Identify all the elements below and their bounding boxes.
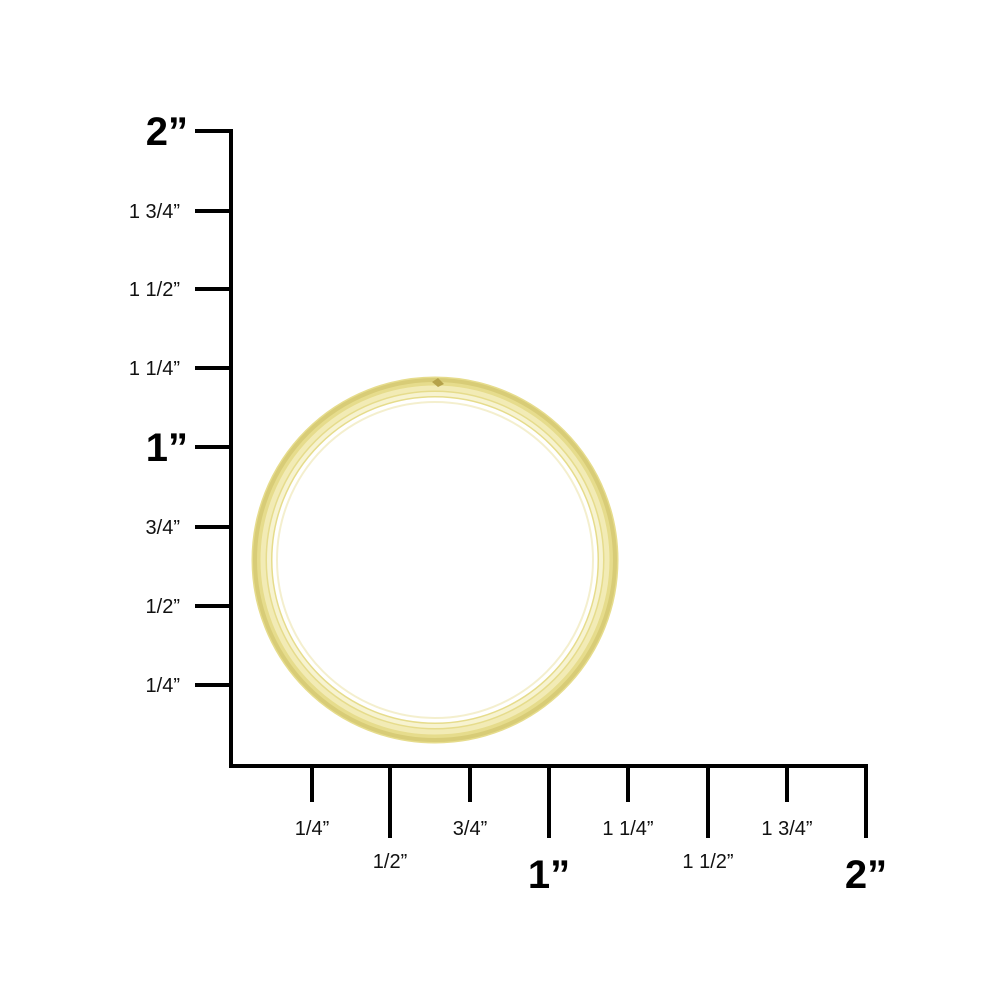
vertical-tick-label: 1/2” [146,596,180,618]
ring-image [251,376,619,744]
horizontal-tick-label: 1/2” [373,851,407,873]
horizontal-tick-label: 1 3/4” [761,818,812,840]
horizontal-tick-label: 1” [528,853,570,897]
vertical-tick-label: 1/4” [146,675,180,697]
vertical-tick-label: 1” [146,426,188,470]
vertical-tick-label: 1 1/4” [129,358,180,380]
horizontal-tick-label: 1 1/4” [602,818,653,840]
vertical-tick-label: 2” [146,110,188,154]
horizontal-tick-label: 3/4” [453,818,487,840]
vertical-tick-label: 1 1/2” [129,279,180,301]
horizontal-tick-label: 2” [845,853,887,897]
vertical-tick-label: 3/4” [146,517,180,539]
horizontal-tick-label: 1 1/2” [682,851,733,873]
horizontal-tick-label: 1/4” [295,818,329,840]
vertical-tick-label: 1 3/4” [129,201,180,223]
